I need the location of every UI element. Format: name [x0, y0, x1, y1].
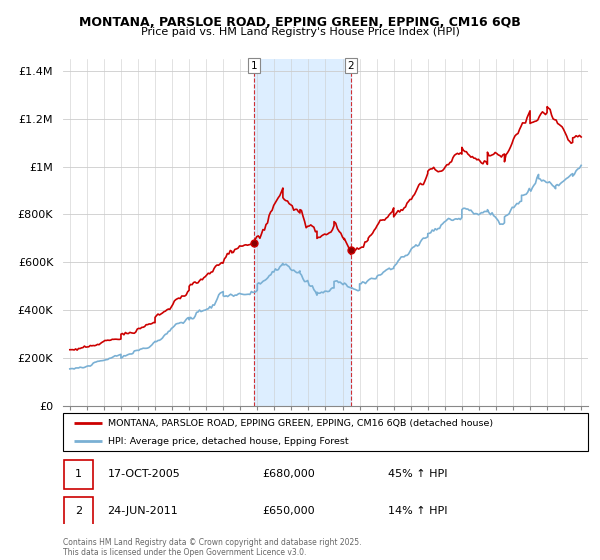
- Text: Contains HM Land Registry data © Crown copyright and database right 2025.
This d: Contains HM Land Registry data © Crown c…: [63, 538, 361, 557]
- Text: £650,000: £650,000: [263, 506, 315, 516]
- Text: £680,000: £680,000: [263, 469, 315, 479]
- Text: 17-OCT-2005: 17-OCT-2005: [107, 469, 181, 479]
- Text: Price paid vs. HM Land Registry's House Price Index (HPI): Price paid vs. HM Land Registry's House …: [140, 27, 460, 37]
- Text: 45% ↑ HPI: 45% ↑ HPI: [389, 469, 448, 479]
- Text: 1: 1: [250, 60, 257, 71]
- Bar: [254, 59, 351, 406]
- Text: 24-JUN-2011: 24-JUN-2011: [107, 506, 178, 516]
- Text: MONTANA, PARSLOE ROAD, EPPING GREEN, EPPING, CM16 6QB (detached house): MONTANA, PARSLOE ROAD, EPPING GREEN, EPP…: [107, 419, 493, 428]
- Text: HPI: Average price, detached house, Epping Forest: HPI: Average price, detached house, Eppi…: [107, 437, 348, 446]
- Text: MONTANA, PARSLOE ROAD, EPPING GREEN, EPPING, CM16 6QB: MONTANA, PARSLOE ROAD, EPPING GREEN, EPP…: [79, 16, 521, 29]
- Text: 2: 2: [75, 506, 82, 516]
- Bar: [64, 497, 93, 526]
- Text: 14% ↑ HPI: 14% ↑ HPI: [389, 506, 448, 516]
- Text: 2: 2: [347, 60, 354, 71]
- Bar: [64, 460, 93, 489]
- Text: 1: 1: [75, 469, 82, 479]
